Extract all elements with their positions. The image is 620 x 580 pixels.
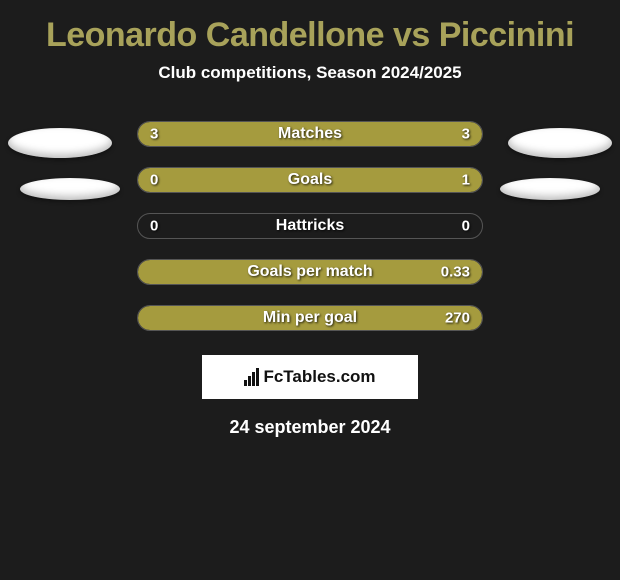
stat-rows: Matches 3 3 Goals 0 1 Hattricks 0 0 Goals per mat… — [0, 111, 620, 341]
stat-label: Goals — [288, 171, 332, 189]
logo-label: FcTables.com — [263, 367, 375, 387]
stat-value-right: 0.33 — [441, 264, 470, 281]
fctables-logo: FcTables.com — [202, 355, 418, 399]
subtitle: Club competitions, Season 2024/2025 — [0, 63, 620, 111]
stat-value-left: 3 — [150, 126, 158, 143]
stat-value-right: 1 — [462, 172, 470, 189]
stat-label: Hattricks — [276, 217, 344, 235]
stat-label: Goals per match — [247, 263, 372, 281]
stat-bar: Matches 3 3 — [137, 121, 483, 147]
chart-icon — [244, 368, 259, 386]
stat-row: Matches 3 3 — [0, 111, 620, 157]
stat-bar: Min per goal 270 — [137, 305, 483, 331]
stat-row: Goals per match 0.33 — [0, 249, 620, 295]
stat-value-right: 270 — [445, 310, 470, 327]
stat-bar: Hattricks 0 0 — [137, 213, 483, 239]
stat-label: Min per goal — [263, 309, 357, 327]
stat-bar: Goals 0 1 — [137, 167, 483, 193]
stat-value-left: 0 — [150, 218, 158, 235]
stat-value-right: 0 — [462, 218, 470, 235]
stat-label: Matches — [278, 125, 342, 143]
stat-row: Goals 0 1 — [0, 157, 620, 203]
stat-bar: Goals per match 0.33 — [137, 259, 483, 285]
logo-text: FcTables.com — [244, 367, 375, 387]
page-title: Leonardo Candellone vs Piccinini — [0, 0, 620, 63]
stat-value-right: 3 — [462, 126, 470, 143]
stat-row: Hattricks 0 0 — [0, 203, 620, 249]
bar-left-fill — [138, 168, 196, 192]
bar-right-fill — [196, 168, 482, 192]
stat-row: Min per goal 270 — [0, 295, 620, 341]
stat-value-left: 0 — [150, 172, 158, 189]
date: 24 september 2024 — [0, 399, 620, 438]
